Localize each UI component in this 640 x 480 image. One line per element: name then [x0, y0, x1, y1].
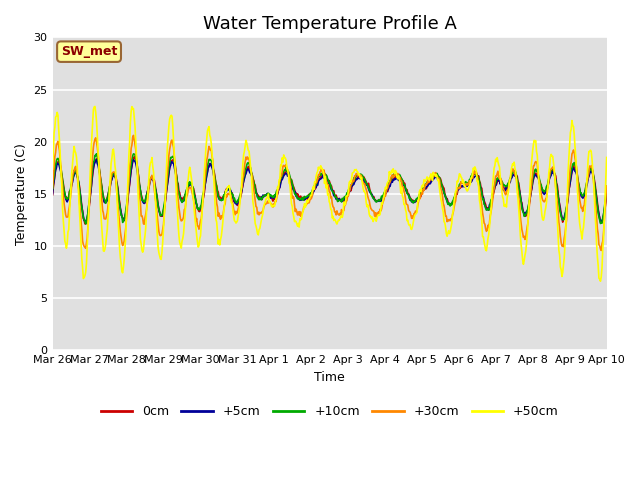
Text: SW_met: SW_met [61, 45, 117, 58]
X-axis label: Time: Time [314, 371, 345, 384]
Y-axis label: Temperature (C): Temperature (C) [15, 143, 28, 245]
Title: Water Temperature Profile A: Water Temperature Profile A [203, 15, 456, 33]
Legend: 0cm, +5cm, +10cm, +30cm, +50cm: 0cm, +5cm, +10cm, +30cm, +50cm [95, 400, 564, 423]
